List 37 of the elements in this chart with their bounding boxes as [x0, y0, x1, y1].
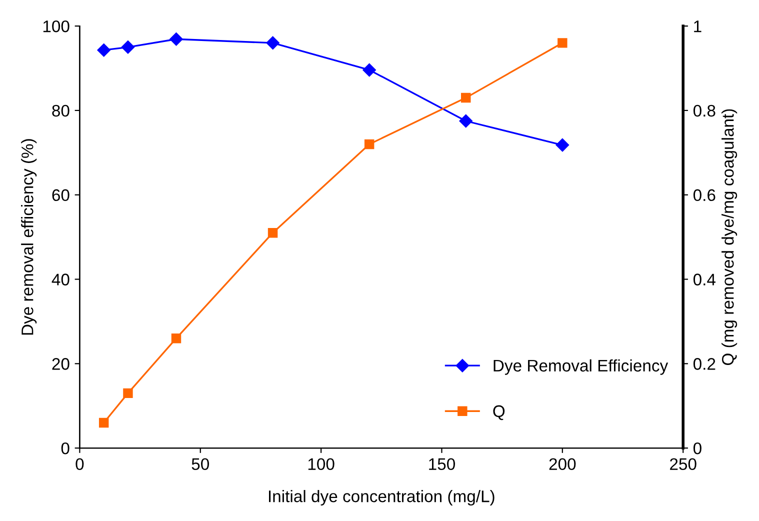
y-tick-label: 40 — [52, 274, 70, 286]
legend-label: Q — [493, 405, 505, 420]
point — [268, 228, 278, 238]
y2-tick-label: 0 — [693, 442, 702, 454]
point — [171, 333, 182, 344]
x-axis-title: Initial dye concentration (mg/L) — [269, 490, 494, 506]
x-tick-label: 150 — [429, 458, 455, 470]
point — [266, 36, 280, 50]
point — [170, 32, 183, 46]
x-tick-label: 250 — [670, 458, 696, 470]
point — [459, 114, 472, 128]
y2-axis-title: Q (mg removed dye/mg coagulant) — [722, 109, 738, 366]
y2-tick-label: 0.4 — [693, 274, 716, 286]
point — [556, 138, 570, 152]
point — [121, 40, 135, 54]
point — [97, 44, 110, 57]
x-tick-label: 50 — [192, 458, 209, 470]
y-axis-title: Dye removal efficiency (%) — [21, 139, 37, 335]
x-tick-label: 0 — [76, 458, 84, 470]
x-tick-label: 100 — [308, 458, 334, 470]
point — [461, 92, 471, 103]
x-tick-label: 200 — [549, 458, 576, 470]
y-tick-label: 20 — [52, 358, 70, 370]
y-tick-label: 60 — [52, 189, 70, 202]
y2-tick-label: 0.6 — [693, 189, 716, 202]
point — [123, 388, 133, 398]
point — [364, 139, 374, 150]
y-tick-label: 0 — [61, 442, 70, 454]
y-tick-label: 100 — [43, 20, 70, 32]
legend-label: Dye Removal Efficiency — [494, 359, 668, 375]
point — [98, 418, 109, 428]
point — [558, 38, 568, 48]
y2-tick-label: 1 — [694, 20, 702, 32]
y-tick-label: 80 — [52, 104, 70, 117]
y2-tick-label: 0.8 — [693, 104, 716, 117]
y2-tick-label: 0.2 — [693, 358, 716, 370]
point — [362, 63, 376, 77]
